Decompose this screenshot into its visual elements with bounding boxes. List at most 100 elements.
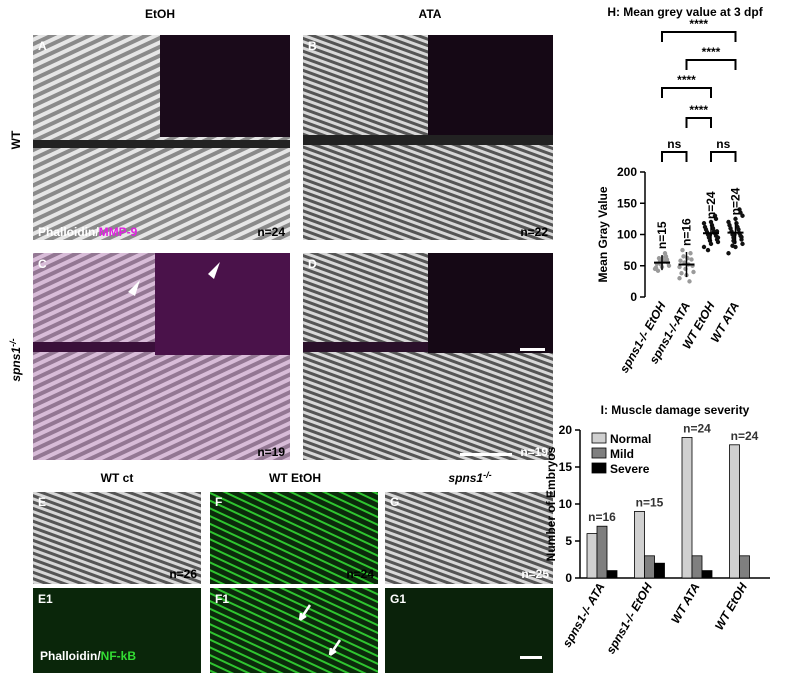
chart-title: H: Mean grey value at 3 dpf: [607, 5, 763, 19]
data-point: [678, 258, 683, 263]
superscript: -/-: [8, 338, 18, 347]
data-point: [702, 224, 708, 230]
n-label: n=22: [520, 225, 548, 239]
panel-letter: B: [308, 39, 317, 53]
top-panels: EtOH ATA WT spns1-/- A B C D n=24 n=22 n…: [8, 7, 553, 460]
superscript: -/-: [483, 470, 492, 480]
y-tick-label: 20: [559, 423, 573, 437]
n-label: n=15: [636, 495, 664, 509]
bar: [681, 436, 693, 579]
n-label: n=15: [655, 221, 669, 249]
y-axis-label: Number of Embryos: [544, 446, 558, 561]
data-point: [656, 256, 662, 261]
bar: [729, 444, 740, 579]
micrograph: [33, 492, 201, 584]
micrograph: [385, 492, 553, 584]
data-point: [701, 244, 707, 250]
arrowhead: [128, 280, 140, 296]
significance-label: ****: [689, 103, 708, 117]
bar: [606, 570, 618, 579]
row-label: spns1-/-: [8, 338, 23, 381]
micrograph: [385, 588, 553, 673]
x-tick-label: WT EtOH: [712, 580, 750, 632]
n-label: n=24: [683, 421, 711, 435]
column-header: EtOH: [145, 7, 175, 21]
data-point: [706, 234, 712, 239]
micrograph-band: [33, 140, 290, 148]
legend-label: Normal: [610, 432, 651, 446]
y-tick-label: 10: [559, 497, 573, 511]
significance-label: ****: [702, 45, 721, 59]
data-point: [677, 276, 682, 281]
bottom-panels: WT ct WT EtOH spns1-/- E F G n=26 n=24 n…: [33, 470, 553, 673]
y-tick-label: 200: [617, 165, 637, 179]
panel-letter: G: [390, 495, 399, 509]
stain-label: Phalloidin/NF-kB: [40, 649, 136, 663]
inset: [155, 253, 290, 355]
y-tick-label: 150: [617, 196, 637, 210]
data-point: [680, 247, 685, 253]
data-point: [691, 269, 696, 275]
significance-bracket: [710, 151, 737, 162]
stain: Phalloidin/: [40, 649, 101, 663]
data-point: [733, 216, 738, 222]
n-label: n=24: [729, 187, 743, 215]
micrograph-band: [303, 135, 553, 145]
significance-bracket: [685, 117, 712, 128]
row-label-text: spns1: [9, 347, 23, 382]
chart-title: I: Muscle damage severity: [601, 403, 750, 417]
data-point: [681, 254, 686, 259]
x-tick-label: spns1-/- EtOH: [603, 580, 655, 656]
data-point: [740, 241, 745, 247]
n-label: n=25: [521, 567, 549, 581]
significance-bracket: [661, 151, 688, 162]
panel-letter: E: [38, 495, 46, 509]
y-tick-label: 0: [565, 571, 572, 585]
micrograph: [33, 588, 201, 673]
data-point: [735, 224, 740, 230]
data-point: [715, 235, 721, 240]
data-point: [679, 271, 684, 276]
y-tick-label: 0: [630, 290, 637, 304]
micrograph: [210, 588, 378, 673]
y-tick-label: 100: [617, 228, 637, 242]
data-point: [688, 251, 693, 256]
significance-label: ****: [677, 73, 696, 87]
panel-letter: F1: [215, 592, 229, 606]
panel-letter: A: [38, 39, 47, 53]
n-label: n=24: [346, 567, 374, 581]
data-point: [726, 219, 731, 225]
bar: [701, 570, 713, 579]
significance-bracket: [661, 31, 737, 42]
inset: [428, 35, 553, 135]
significance-label: ****: [689, 17, 708, 31]
data-point: [687, 279, 692, 284]
n-label: n=16: [588, 510, 616, 524]
scale-bar: [460, 453, 512, 456]
stain-label: Phalloidin/MMP-9: [38, 225, 138, 239]
arrowhead: [208, 262, 220, 279]
y-axis-label: Mean Gray Value: [596, 186, 610, 282]
n-label: n=19: [257, 445, 285, 459]
n-label: n=19: [520, 445, 548, 459]
data-point: [689, 257, 694, 262]
bar: [691, 555, 703, 579]
data-point: [708, 219, 714, 225]
micrograph: [210, 492, 378, 584]
legend-swatch: [591, 462, 607, 474]
n-label: n=24: [731, 429, 759, 443]
x-tick-label: WT ATA: [668, 581, 702, 626]
x-tick-label: spns1-/- ATA: [560, 581, 608, 650]
data-point: [730, 243, 735, 248]
stain: Phalloidin/: [38, 225, 99, 239]
y-tick-label: 50: [624, 259, 638, 273]
significance-label: ns: [667, 137, 681, 151]
column-header: ATA: [419, 7, 442, 21]
data-point: [739, 234, 744, 240]
significance-bracket: [661, 87, 712, 98]
data-point: [655, 268, 661, 273]
column-header: spns1-/-: [448, 470, 491, 485]
data-point: [737, 207, 742, 212]
legend-swatch: [591, 447, 607, 459]
arrow: [298, 604, 342, 657]
